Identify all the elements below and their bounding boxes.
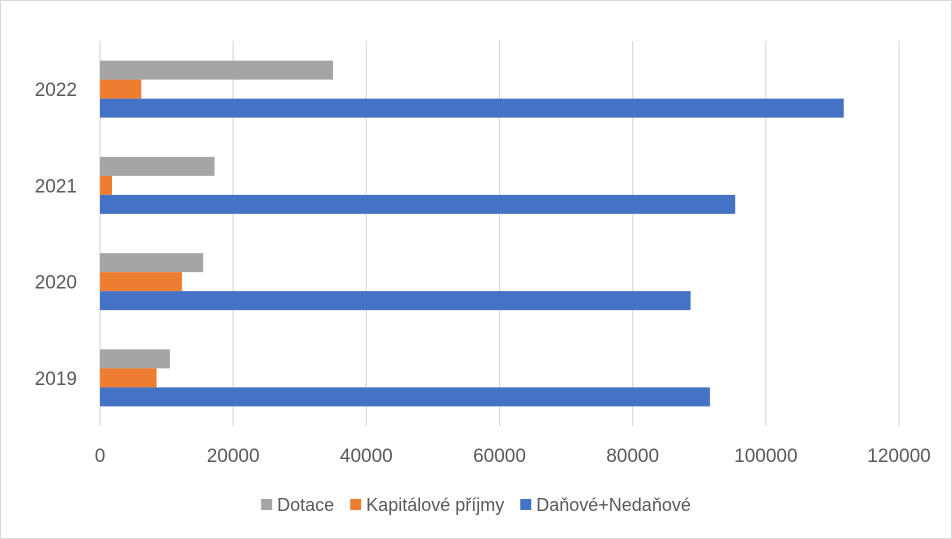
bar-2020-2 bbox=[100, 291, 691, 310]
x-tick-label: 120000 bbox=[867, 446, 930, 467]
bar-2021-2 bbox=[100, 195, 735, 214]
legend-swatch-0 bbox=[261, 499, 272, 510]
bar-2021-1 bbox=[100, 176, 112, 195]
x-tick-label: 80000 bbox=[606, 446, 659, 467]
bar-2022-0 bbox=[100, 61, 333, 80]
legend: Dotace Kapitálové příjmy Daňové+Nedaňové bbox=[261, 495, 691, 515]
bars bbox=[100, 61, 844, 407]
bar-2022-1 bbox=[100, 80, 141, 99]
bar-2021-0 bbox=[100, 157, 215, 176]
legend-label-1: Kapitálové příjmy bbox=[366, 495, 504, 515]
bar-2020-1 bbox=[100, 272, 182, 291]
x-tick-label: 20000 bbox=[207, 446, 260, 467]
legend-label-0: Dotace bbox=[277, 495, 334, 515]
y-tick-label: 2019 bbox=[35, 369, 77, 390]
bar-2019-0 bbox=[100, 349, 170, 368]
bar-2019-1 bbox=[100, 368, 157, 387]
y-axis-tick-labels: 2019 2020 2021 2022 bbox=[35, 80, 77, 390]
legend-swatch-2 bbox=[520, 499, 531, 510]
bar-2019-2 bbox=[100, 387, 710, 406]
x-tick-label: 0 bbox=[95, 446, 106, 467]
legend-swatch-1 bbox=[350, 499, 361, 510]
x-tick-label: 40000 bbox=[340, 446, 393, 467]
bar-2020-0 bbox=[100, 253, 203, 272]
x-tick-label: 60000 bbox=[473, 446, 526, 467]
bar-2022-2 bbox=[100, 99, 844, 118]
x-tick-label: 100000 bbox=[734, 446, 797, 467]
x-axis-tick-labels: 0 20000 40000 60000 80000 100000 120000 bbox=[95, 446, 931, 467]
y-tick-label: 2021 bbox=[35, 176, 77, 197]
legend-label-2: Daňové+Nedaňové bbox=[536, 495, 691, 515]
y-tick-label: 2020 bbox=[35, 273, 77, 294]
y-tick-label: 2022 bbox=[35, 80, 77, 101]
